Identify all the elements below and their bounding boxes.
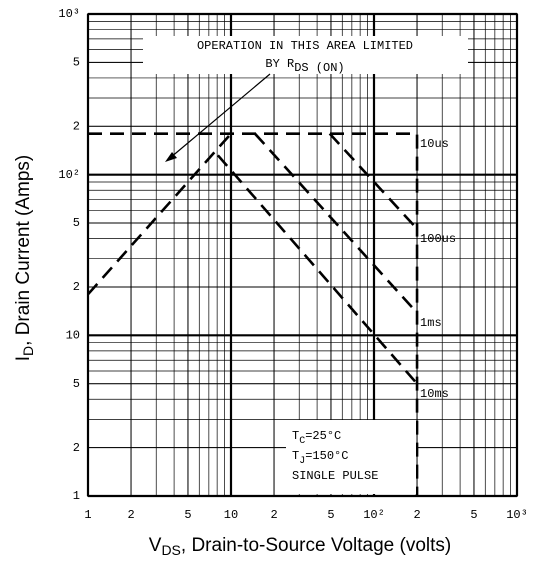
x-tick-label: 2: [413, 508, 420, 522]
x-tick-label: 1: [84, 508, 91, 522]
y-label-main: I: [13, 356, 34, 361]
x-label-main: V: [149, 535, 162, 556]
annotation-arrow: [169, 73, 271, 159]
x-tick-label: 2: [127, 508, 134, 522]
condition-line: TJ=150°C: [292, 449, 348, 466]
annotation-line1: OPERATION IN THIS AREA LIMITED: [197, 39, 413, 53]
annotation-line2: BY RDS (ON): [265, 57, 344, 75]
x-tick-label: 2: [270, 508, 277, 522]
y-tick-label: 10³: [58, 7, 80, 21]
annotation-sub: DS (ON): [294, 61, 344, 75]
condition-main: T: [292, 429, 299, 443]
condition-sub: J: [299, 456, 305, 467]
series-line: [253, 132, 419, 314]
x-tick-label: 5: [184, 508, 191, 522]
series-label: 10ms: [420, 387, 449, 401]
series-label: 1ms: [420, 316, 442, 330]
x-tick-label: 10³: [506, 508, 528, 522]
y-axis-label: ID, Drain Current (Amps): [13, 155, 36, 362]
x-tick-label: 10²: [363, 508, 385, 522]
y-tick-label: 2: [73, 441, 80, 455]
y-tick-label: 5: [73, 56, 80, 70]
y-tick-label: 5: [73, 377, 80, 391]
x-label-sub: DS: [161, 542, 180, 558]
annotation-main: BY R: [265, 57, 294, 71]
series-line: [87, 132, 232, 296]
condition-sub: C: [299, 436, 305, 447]
y-tick-label: 5: [73, 216, 80, 230]
y-tick-label: 10: [66, 329, 80, 343]
y-label-rest: , Drain Current (Amps): [13, 155, 34, 346]
conditions-box: [286, 420, 416, 494]
condition-rest: =25°C: [305, 429, 341, 443]
series: [87, 132, 419, 496]
arrow-head: [165, 152, 177, 162]
condition-line: SINGLE PULSE: [292, 469, 378, 483]
x-tick-label: 5: [470, 508, 477, 522]
y-tick-label: 2: [73, 119, 80, 133]
series-label: 10us: [420, 137, 449, 151]
grid: [86, 12, 519, 498]
y-label-sub: D: [20, 346, 36, 356]
condition-line: TC=25°C: [292, 429, 341, 446]
plot-frame: [87, 13, 518, 497]
condition-rest: =150°C: [305, 449, 348, 463]
y-tick-label: 10²: [58, 168, 80, 182]
x-tick-label: 10: [224, 508, 238, 522]
x-axis-label: VDS, Drain-to-Source Voltage (volts): [149, 535, 451, 558]
y-tick-label: 2: [73, 280, 80, 294]
y-tick-label: 1: [73, 489, 80, 503]
x-tick-label: 5: [327, 508, 334, 522]
x-label-rest: , Drain-to-Source Voltage (volts): [181, 535, 451, 556]
condition-main: SINGLE PULSE: [292, 469, 378, 483]
condition-main: T: [292, 449, 299, 463]
series-label: 100us: [420, 232, 456, 246]
series-line: [216, 154, 419, 385]
annotation-box: [143, 36, 468, 74]
